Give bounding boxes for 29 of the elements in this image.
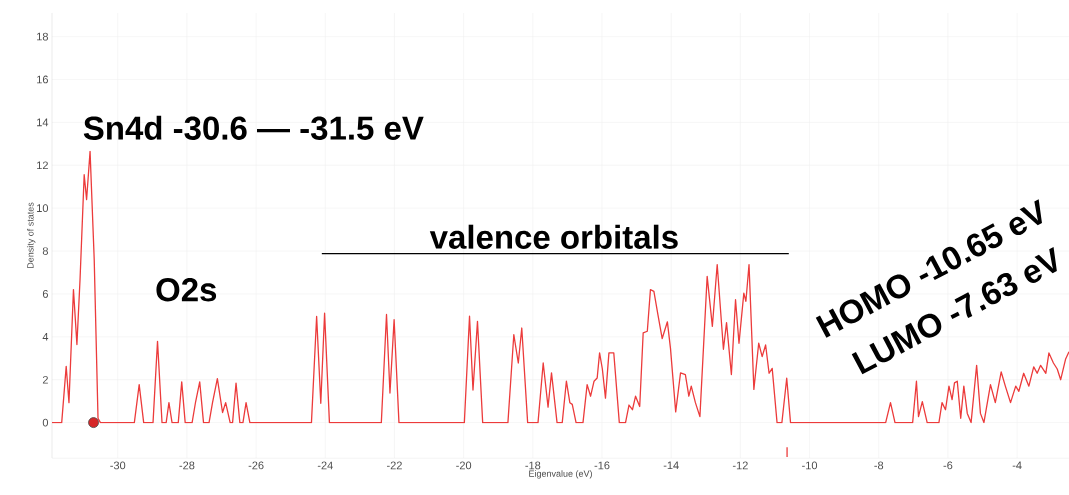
x-tick-label: -20 <box>456 461 472 470</box>
x-tick-label: -10 <box>802 461 818 470</box>
y-tick-label: 14 <box>37 118 49 127</box>
x-tick-label: -8 <box>874 461 884 470</box>
y-tick-label: 8 <box>42 247 48 255</box>
y-tick-label: 18 <box>37 32 48 41</box>
y-tick-label: 10 <box>37 204 49 213</box>
x-tick-label: -12 <box>732 461 748 470</box>
y-tick-label: 6 <box>42 290 48 298</box>
x-tick-label: -22 <box>387 461 402 470</box>
x-tick-label: -4 <box>1012 461 1022 470</box>
y-tick-label: 4 <box>42 333 49 341</box>
x-tick-label: -24 <box>317 461 333 470</box>
y-axis-title: Density of states <box>26 202 36 269</box>
x-axis-title: Eigenvalue (eV) <box>529 470 592 479</box>
annotation: valence orbitals <box>429 224 678 249</box>
x-tick-label: -26 <box>248 461 264 470</box>
y-tick-label: 16 <box>37 75 48 84</box>
x-tick-label: -16 <box>594 461 610 470</box>
annotation: Sn4d -30.6 — -31.5 eV <box>83 115 424 140</box>
y-tick-label: 0 <box>42 418 49 427</box>
x-tick-label: -6 <box>943 461 953 470</box>
y-tick-label: 12 <box>37 161 48 170</box>
x-tick-label: -14 <box>663 461 679 470</box>
y-tick-label: 2 <box>42 375 48 384</box>
annotation: O2s <box>156 278 217 302</box>
x-tick-label: -30 <box>110 461 126 470</box>
x-tick-label: -28 <box>179 461 195 470</box>
x-tick-label: -18 <box>525 461 541 470</box>
